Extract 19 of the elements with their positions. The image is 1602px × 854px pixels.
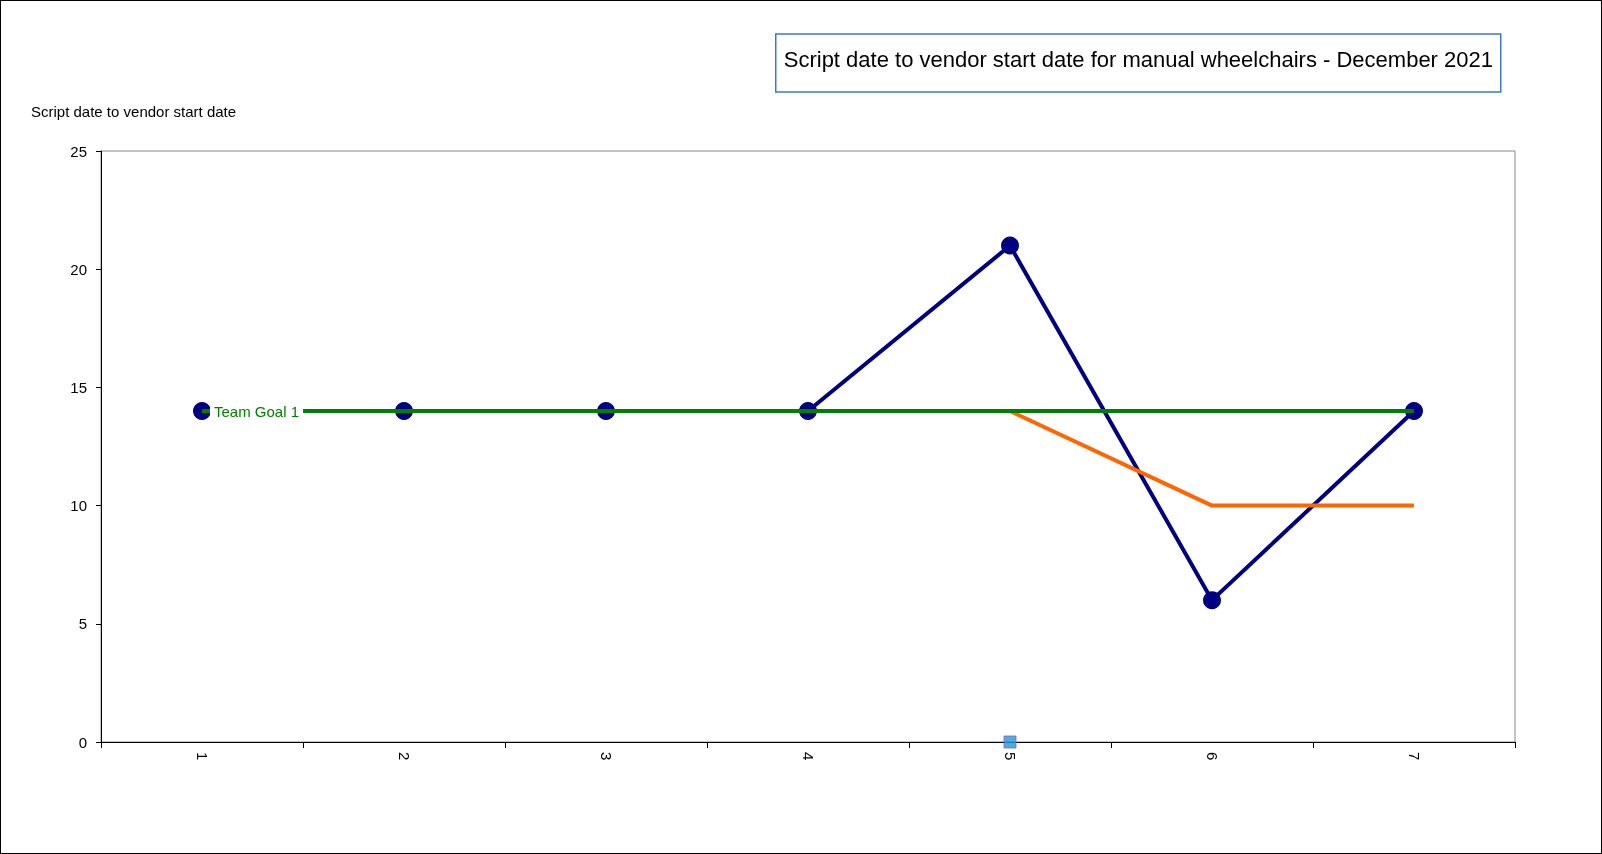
point <box>1203 591 1221 610</box>
chart-title: Script date to vendor start date for manual wheelchairs - December 2021 <box>783 46 1494 72</box>
point <box>1001 236 1019 255</box>
y-tick-label: 15 <box>70 378 87 396</box>
y-tick-label: 20 <box>70 260 87 278</box>
x-tick-label: 3 <box>597 752 615 761</box>
x-tick-label: 6 <box>1203 752 1221 761</box>
x-tick-label: 2 <box>395 752 413 761</box>
y-tick-label: 25 <box>70 142 87 160</box>
y-tick-label: 0 <box>78 733 87 751</box>
x-tick-label: 1 <box>193 752 211 761</box>
y-axis-title: Script date to vendor start date <box>31 103 237 120</box>
point <box>1003 735 1017 749</box>
x-tick-label: 7 <box>1405 752 1423 761</box>
x-tick-label: 5 <box>1001 752 1019 761</box>
y-tick-label: 10 <box>70 497 87 515</box>
x-tick-label: 4 <box>799 752 817 761</box>
series-label: Team Goal 1 <box>214 402 300 420</box>
y-tick-label: 5 <box>78 615 87 633</box>
